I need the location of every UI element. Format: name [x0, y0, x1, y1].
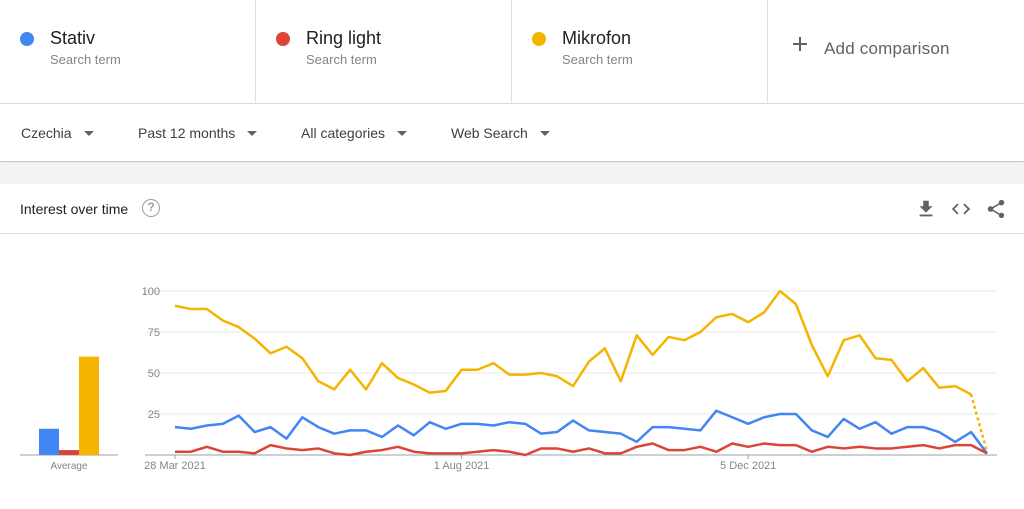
interest-over-time-card: Interest over time ? 25 50 75 100 28 Mar 202… [0, 184, 1024, 509]
average-bar [79, 356, 99, 455]
section-divider [0, 163, 1024, 184]
average-bar [59, 450, 79, 455]
search-type-value: Web Search [451, 125, 528, 141]
series-color-dot [532, 32, 546, 46]
dropdown-arrow-icon [83, 130, 94, 136]
average-label: Average [50, 461, 88, 472]
term-name[interactable]: Mikrofon [562, 28, 632, 48]
card-title: Interest over time [20, 201, 129, 217]
search-type-dropdown[interactable]: Web Search [451, 125, 550, 141]
share-icon [987, 199, 1005, 219]
time-range-dropdown[interactable]: Past 12 months [138, 125, 258, 141]
card-header: Interest over time ? [0, 184, 1024, 234]
category-dropdown[interactable]: All categories [301, 125, 408, 141]
download-button[interactable] [915, 198, 937, 220]
x-tick-label: 5 Dec 2021 [720, 460, 776, 472]
time-range-value: Past 12 months [138, 125, 236, 141]
y-tick-label: 25 [148, 409, 160, 421]
series-color-dot [276, 32, 290, 46]
plus-icon [792, 36, 808, 52]
y-tick-label: 75 [148, 327, 160, 339]
help-icon[interactable]: ? [142, 199, 160, 217]
add-comparison-label: Add comparison [824, 39, 950, 58]
x-tick-label: 1 Aug 2021 [434, 460, 490, 472]
series-line [175, 442, 988, 457]
y-tick-label: 50 [148, 368, 160, 380]
term-name[interactable]: Ring light [306, 28, 382, 48]
x-tick-label: 28 Mar 2021 [144, 460, 206, 472]
term-type: Search term [50, 52, 121, 67]
term-card-mikrofon[interactable]: Mikrofon Search term [512, 0, 768, 104]
dropdown-arrow-icon [539, 130, 550, 136]
interest-chart: 25 50 75 100 28 Mar 2021 1 Aug 2021 5 Dec 2021… [0, 234, 1024, 509]
embed-icon [951, 203, 971, 215]
region-value: Czechia [21, 125, 72, 141]
category-value: All categories [301, 125, 386, 141]
term-type: Search term [306, 52, 377, 67]
series-color-dot [20, 32, 34, 46]
share-button[interactable] [985, 198, 1007, 220]
chart-svg: 25 50 75 100 28 Mar 2021 1 Aug 2021 5 Dec 2021… [20, 286, 997, 472]
series-partial-line [969, 393, 989, 453]
term-name[interactable]: Stativ [50, 28, 96, 48]
download-icon [919, 200, 933, 217]
region-dropdown[interactable]: Czechia [21, 125, 94, 141]
dropdown-arrow-icon [247, 130, 258, 136]
term-type: Search term [562, 52, 633, 67]
dropdown-arrow-icon [397, 130, 408, 136]
average-bar [39, 428, 59, 455]
filter-bar: Czechia Past 12 months All categories We… [0, 104, 1024, 162]
y-tick-label: 100 [142, 286, 160, 298]
term-card-stativ[interactable]: Stativ Search term [0, 0, 256, 104]
series-line [174, 289, 972, 396]
series-line [174, 409, 989, 455]
comparison-header: Stativ Search term Ring light Search ter… [0, 0, 1024, 104]
term-card-ring-light[interactable]: Ring light Search term [256, 0, 512, 104]
add-comparison-button[interactable]: Add comparison [768, 0, 1024, 104]
embed-button[interactable] [950, 198, 972, 220]
